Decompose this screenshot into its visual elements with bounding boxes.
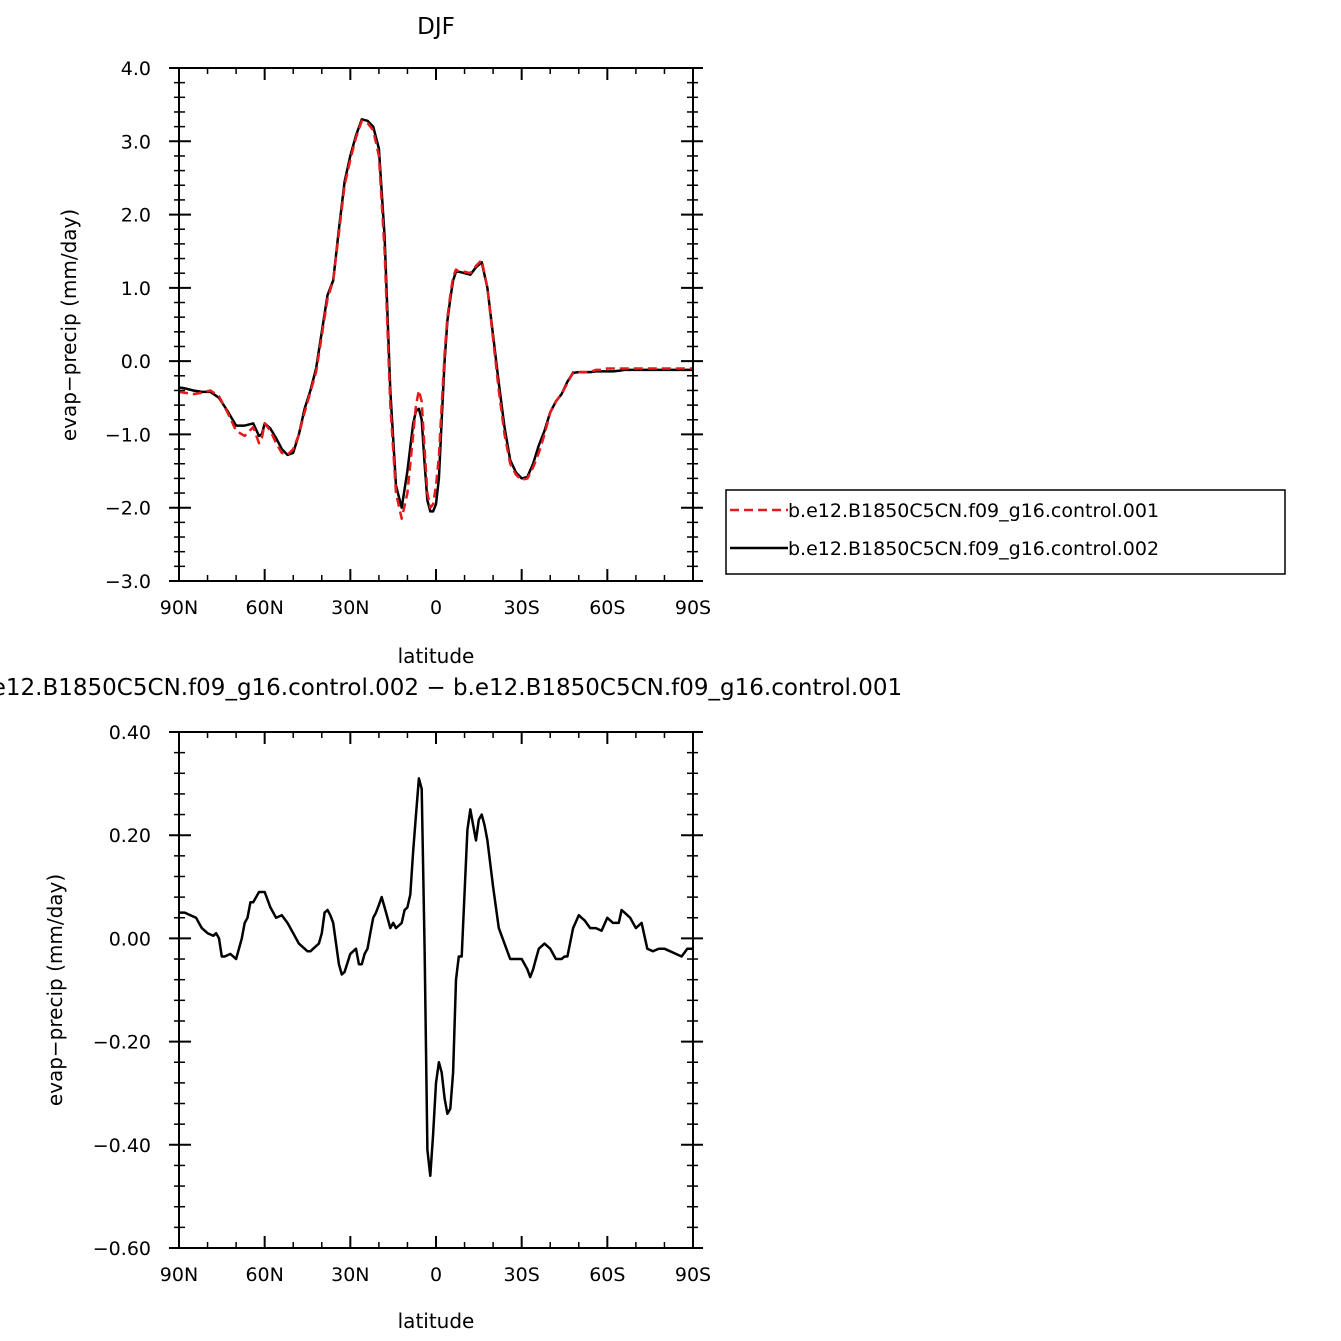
top-y-axis-title: evap−precip (mm/day)	[57, 209, 81, 441]
bottom-y-tick-label: −0.20	[93, 1032, 151, 1054]
bottom-x-tick-label: 30S	[504, 1264, 540, 1286]
top-y-tick-label: 3.0	[121, 131, 151, 153]
top-y-tick-label: 2.0	[121, 205, 151, 227]
top-x-tick-label: 60S	[589, 597, 625, 619]
top-x-tick-label: 90N	[160, 597, 198, 619]
legend: b.e12.B1850C5CN.f09_g16.control.001 b.e1…	[725, 489, 1286, 575]
bottom-y-tick-label: 0.00	[109, 928, 151, 950]
top-x-tick-label: 30S	[504, 597, 540, 619]
legend-label-001: b.e12.B1850C5CN.f09_g16.control.001	[788, 500, 1159, 522]
top-x-tick-label: 90S	[675, 597, 711, 619]
bottom-y-tick-label: 0.40	[109, 722, 151, 744]
bottom-x-tick-label: 60N	[245, 1264, 283, 1286]
legend-box	[725, 489, 1286, 575]
bottom-series-line-1	[179, 777, 693, 1178]
top-series-line-1	[178, 119, 693, 520]
bottom-y-axis-title: evap−precip (mm/day)	[43, 874, 67, 1106]
bottom-axis-ticks: 90N 60N 30N 0 30S 60S 90S −0.60 −0.40 −0.20 0.00 0.…	[93, 722, 711, 1286]
bottom-x-tick-label: 60S	[589, 1264, 625, 1286]
top-y-tick-label: −3.0	[105, 571, 151, 593]
bottom-plot-title: b.e12.B1850C5CN.f09_g16.control.002 − b.…	[0, 675, 902, 701]
bottom-x-tick-label: 30N	[331, 1264, 369, 1286]
bottom-plot-area	[179, 777, 693, 1178]
bottom-y-tick-label: −0.60	[93, 1238, 151, 1260]
top-axis-ticks: 90N 60N 30N 0 30S 60S 90S −3.0 −2.0 −1.0 0.0 1.0 2.0…	[105, 58, 711, 619]
top-x-tick-label: 60N	[245, 597, 283, 619]
top-y-tick-label: −1.0	[105, 424, 151, 446]
top-y-tick-label: 0.0	[121, 351, 151, 373]
top-plot-area	[178, 118, 693, 520]
top-y-tick-label: 1.0	[121, 278, 151, 300]
top-y-tick-label: 4.0	[121, 58, 151, 80]
top-series-line-2	[178, 118, 693, 513]
bottom-x-tick-label: 90N	[160, 1264, 198, 1286]
bottom-y-tick-label: 0.20	[109, 825, 151, 847]
bottom-x-tick-label: 90S	[675, 1264, 711, 1286]
top-panel: DJF 90N 60N 30N 0 30S 60S 90S −3.0 −2.0 −1.0 0.0 1.…	[57, 14, 1286, 668]
top-x-tick-label: 30N	[331, 597, 369, 619]
bottom-x-axis-title: latitude	[398, 1309, 475, 1333]
top-y-tick-label: −2.0	[105, 498, 151, 520]
bottom-y-tick-label: −0.40	[93, 1135, 151, 1157]
top-x-axis-title: latitude	[398, 644, 475, 668]
top-x-tick-label: 0	[430, 597, 442, 619]
bottom-x-tick-label: 0	[430, 1264, 442, 1286]
bottom-panel: b.e12.B1850C5CN.f09_g16.control.002 − b.…	[0, 675, 902, 1333]
top-plot-title: DJF	[417, 14, 455, 40]
legend-label-002: b.e12.B1850C5CN.f09_g16.control.002	[788, 538, 1159, 560]
bottom-plot-frame	[178, 731, 694, 1249]
